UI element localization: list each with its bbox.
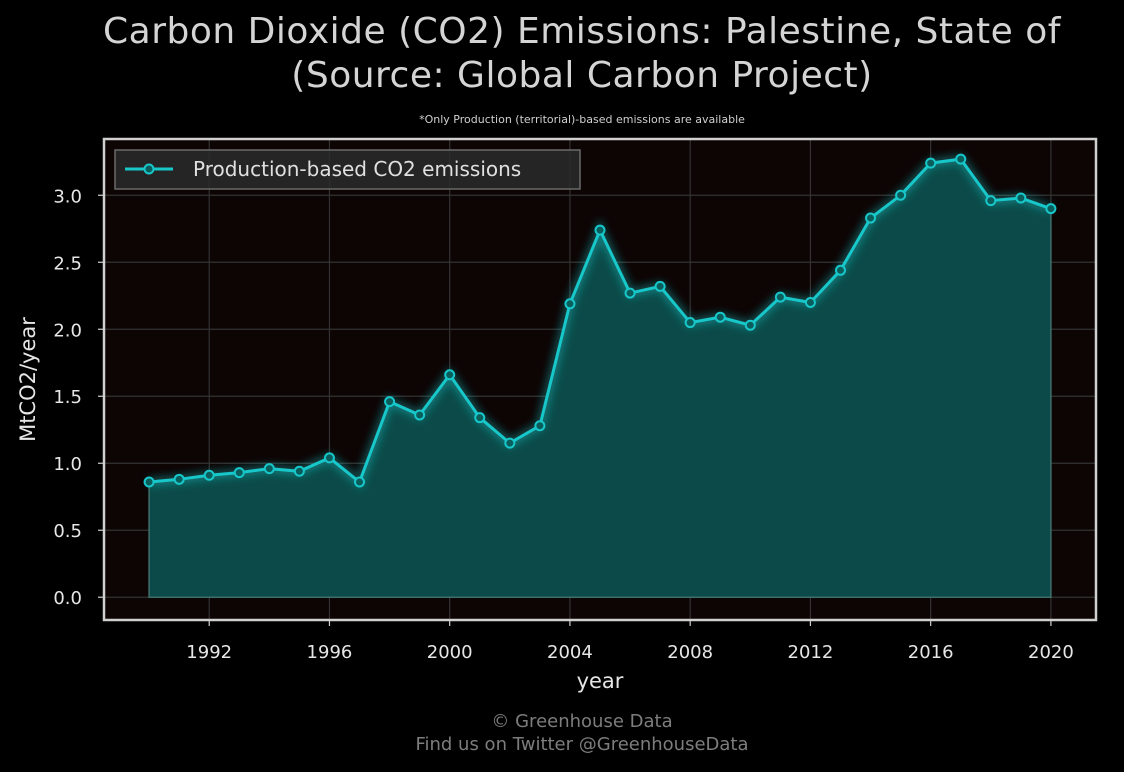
data-point (744, 319, 756, 331)
data-point (293, 465, 305, 477)
y-tick-label: 0.5 (53, 521, 82, 542)
data-point (323, 452, 335, 464)
data-point (444, 369, 456, 381)
y-tick-label: 2.5 (53, 253, 82, 274)
data-point (834, 264, 846, 276)
x-tick-label: 2000 (427, 642, 473, 663)
x-axis-label: year (577, 669, 624, 693)
data-point (925, 157, 937, 169)
x-tick-label: 2008 (667, 642, 713, 663)
x-tick-label: 2020 (1028, 642, 1074, 663)
x-tick-label: 2012 (788, 642, 834, 663)
data-point (624, 287, 636, 299)
y-tick-label: 3.0 (53, 186, 82, 207)
x-tick-label: 1996 (307, 642, 353, 663)
data-point (714, 311, 726, 323)
y-tick-label: 0.0 (53, 588, 82, 609)
data-point (865, 212, 877, 224)
y-axis-ticks: 0.0 0.5 1.0 1.5 2.0 2.5 3.0 (53, 186, 104, 609)
data-point (895, 189, 907, 201)
data-point (173, 473, 185, 485)
y-tick-label: 2.0 (53, 320, 82, 341)
data-point (1015, 192, 1027, 204)
chart-title-line1: Carbon Dioxide (CO2) Emissions: Palestin… (103, 11, 1061, 52)
data-point (203, 469, 215, 481)
x-tick-label: 2016 (908, 642, 954, 663)
data-point (263, 463, 275, 475)
footer-twitter: Find us on Twitter @GreenhouseData (415, 734, 749, 755)
data-point (233, 467, 245, 479)
data-point (955, 153, 967, 165)
data-point (504, 437, 516, 449)
data-point (474, 412, 486, 424)
data-point (564, 298, 576, 310)
data-point (774, 291, 786, 303)
data-point (384, 396, 396, 408)
data-point (354, 476, 366, 488)
data-point (985, 195, 997, 207)
x-tick-label: 1992 (186, 642, 232, 663)
footer-copyright: © Greenhouse Data (491, 711, 673, 732)
y-tick-label: 1.0 (53, 454, 82, 475)
legend-point-marker (143, 163, 155, 175)
chart-subtitle: *Only Production (territorial)-based emi… (419, 113, 745, 126)
data-point (534, 420, 546, 432)
data-points (143, 153, 1057, 488)
data-point (684, 317, 696, 329)
data-point (414, 409, 426, 421)
y-axis-label: MtCO2/year (16, 317, 40, 442)
data-point (594, 224, 606, 236)
data-point (1045, 203, 1057, 215)
chart-title-line2: (Source: Global Carbon Project) (291, 55, 873, 96)
data-point (143, 476, 155, 488)
plot-frame (102, 137, 1098, 622)
data-point (654, 280, 666, 292)
legend-entry-label: Production-based CO2 emissions (193, 157, 521, 181)
x-axis-ticks: 1992 1996 2000 2004 2008 2012 2016 2020 (186, 620, 1074, 663)
x-tick-label: 2004 (547, 642, 593, 663)
y-tick-label: 1.5 (53, 387, 82, 408)
legend-box (114, 149, 581, 190)
data-point (804, 296, 816, 308)
legend: Production-based CO2 emissions (114, 149, 581, 190)
